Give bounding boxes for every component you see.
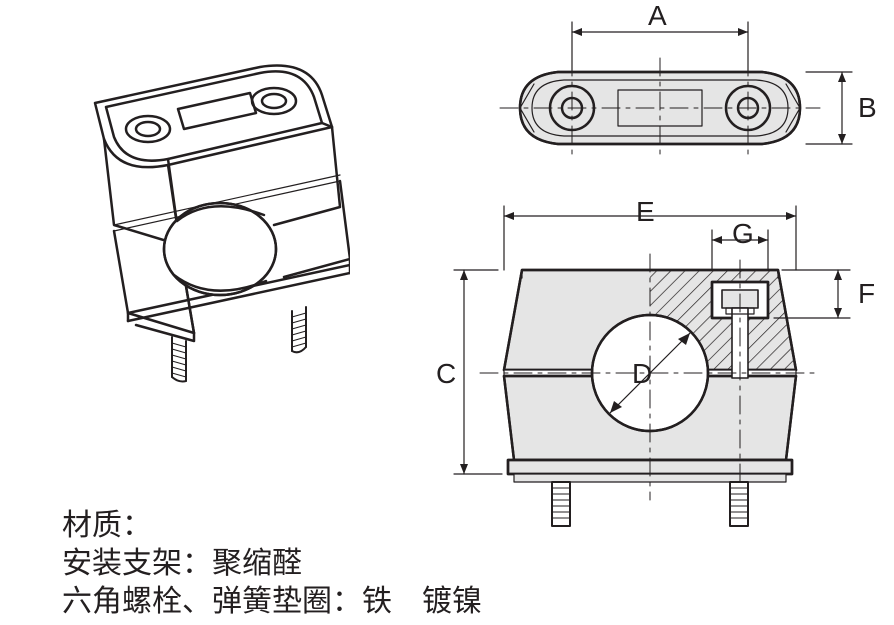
top-view: [460, 10, 860, 190]
dim-label-f: F: [858, 278, 875, 310]
dim-label-g: G: [732, 218, 754, 250]
isometric-view: [60, 55, 350, 385]
dim-label-c: C: [436, 358, 456, 390]
dim-label-d: D: [632, 358, 652, 390]
dim-label-b: B: [858, 92, 877, 124]
dim-label-a: A: [648, 0, 667, 32]
dim-label-e: E: [636, 196, 655, 228]
material-bolts: 六角螺栓、弹簧垫圈：铁 镀镍: [62, 576, 482, 620]
